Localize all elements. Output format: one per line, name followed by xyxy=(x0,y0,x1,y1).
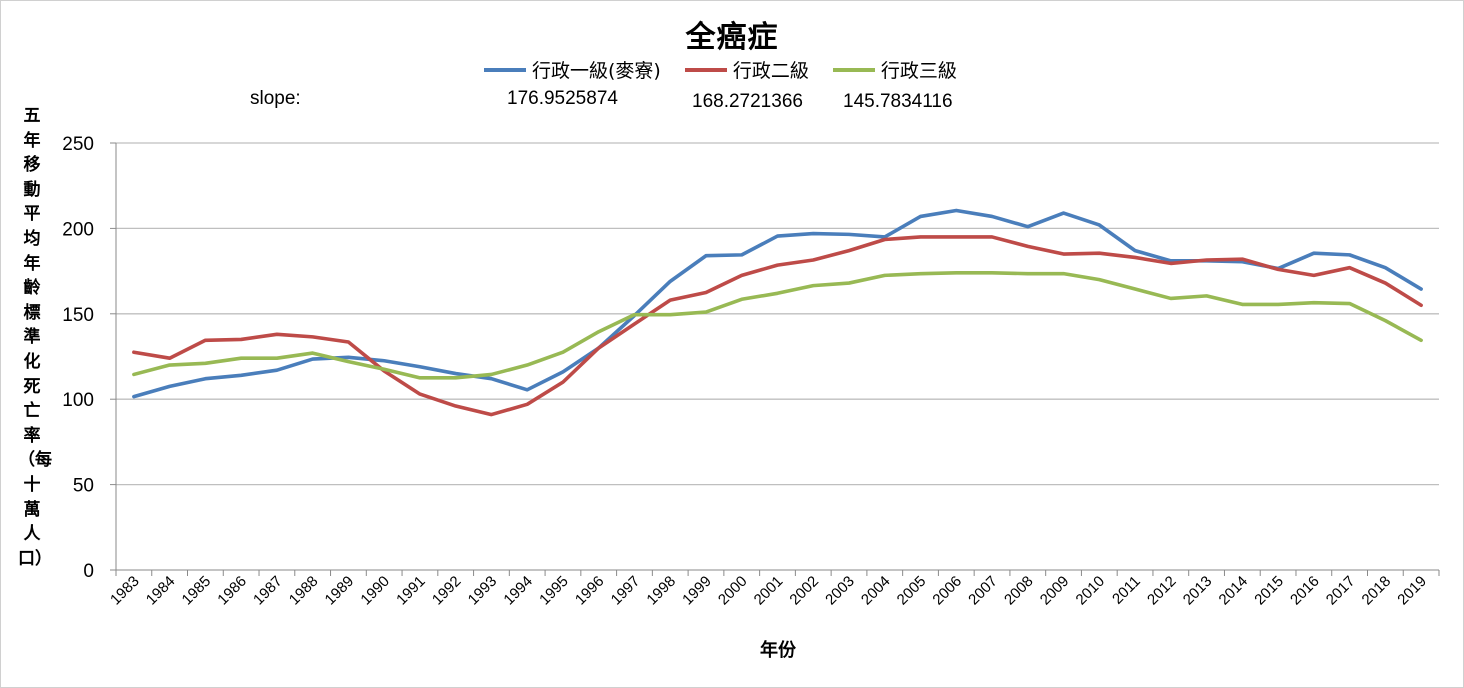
x-tick-label-1983: 1983 xyxy=(107,573,143,609)
y-tick-label-250: 250 xyxy=(62,134,94,155)
y-tick-label-100: 100 xyxy=(62,390,94,411)
x-tick-label-1996: 1996 xyxy=(572,573,608,609)
slope-value-series-3: 145.7834116 xyxy=(843,91,953,112)
x-tick-label-1998: 1998 xyxy=(643,573,679,609)
slope-value-series-1: 176.9525874 xyxy=(507,88,618,109)
x-tick-label-1999: 1999 xyxy=(679,573,715,609)
x-tick-label-2003: 2003 xyxy=(822,573,858,609)
x-tick-label-1990: 1990 xyxy=(357,573,393,609)
x-tick-label-1994: 1994 xyxy=(500,573,536,609)
legend-item-series-2: 行政二級 xyxy=(684,56,809,83)
x-tick-label-1986: 1986 xyxy=(214,573,250,609)
y-tick-label-0: 0 xyxy=(83,561,94,582)
x-tick-label-2019: 2019 xyxy=(1394,573,1430,609)
x-tick-label-2015: 2015 xyxy=(1251,573,1287,609)
x-tick-label-2018: 2018 xyxy=(1359,573,1395,609)
series-line-1 xyxy=(132,208,1423,399)
x-tick-label-1992: 1992 xyxy=(429,573,465,609)
x-tick-label-2013: 2013 xyxy=(1180,573,1216,609)
slope-label: slope: xyxy=(250,88,301,109)
y-tick-label-50: 50 xyxy=(73,476,94,497)
x-tick-label-1995: 1995 xyxy=(536,573,572,609)
legend-label-series-1: 行政一級(麥寮) xyxy=(532,60,661,82)
chart-title: 全癌症 xyxy=(685,20,779,55)
x-tick-label-2011: 2011 xyxy=(1109,573,1144,608)
x-tick-label-1984: 1984 xyxy=(143,573,179,609)
chart-legend: 行政一級(麥寮) 行政二級 行政三級 xyxy=(484,56,981,83)
x-tick-label-2005: 2005 xyxy=(894,573,930,609)
x-tick-label-2010: 2010 xyxy=(1073,573,1109,609)
x-tick-label-2014: 2014 xyxy=(1216,573,1252,609)
legend-item-series-3: 行政三級 xyxy=(832,56,957,83)
y-tick-label-200: 200 xyxy=(62,219,94,240)
legend-label-series-2: 行政二級 xyxy=(732,60,809,82)
series-line-2 xyxy=(132,235,1423,417)
legend-item-series-1: 行政一級(麥寮) xyxy=(484,56,661,83)
x-tick-label-2016: 2016 xyxy=(1287,573,1323,609)
x-tick-label-1993: 1993 xyxy=(465,573,501,609)
y-axis-label: 五年移動平均年齡標準化死亡率（每十萬人口） xyxy=(18,106,52,569)
x-tick-label-1991: 1991 xyxy=(393,573,429,609)
x-tick-label-1987: 1987 xyxy=(250,573,286,609)
slope-value-series-2: 168.2721366 xyxy=(692,91,803,112)
legend-label-series-3: 行政三級 xyxy=(880,60,957,82)
x-tick-label-2002: 2002 xyxy=(786,573,822,609)
series-line-3 xyxy=(132,271,1423,380)
x-axis-label: 年份 xyxy=(760,640,796,661)
legend-swatch-series-1 xyxy=(484,67,526,72)
x-tick-label-2007: 2007 xyxy=(965,573,1001,609)
legend-swatch-series-3 xyxy=(832,67,875,72)
x-tick-label-2001: 2001 xyxy=(751,573,787,609)
x-tick-label-2006: 2006 xyxy=(929,573,965,609)
x-tick-label-1997: 1997 xyxy=(608,573,644,609)
x-tick-label-1989: 1989 xyxy=(322,573,358,609)
x-tick-label-2004: 2004 xyxy=(858,573,894,609)
x-tick-label-2000: 2000 xyxy=(715,573,751,609)
x-tick-label-1988: 1988 xyxy=(286,573,322,609)
legend-swatch-series-2 xyxy=(684,67,727,72)
x-tick-label-1985: 1985 xyxy=(179,573,215,609)
x-tick-label-2009: 2009 xyxy=(1037,573,1073,609)
x-tick-label-2012: 2012 xyxy=(1144,573,1180,609)
x-tick-label-2017: 2017 xyxy=(1323,573,1359,609)
y-tick-label-150: 150 xyxy=(62,305,94,326)
x-tick-label-2008: 2008 xyxy=(1001,573,1037,609)
